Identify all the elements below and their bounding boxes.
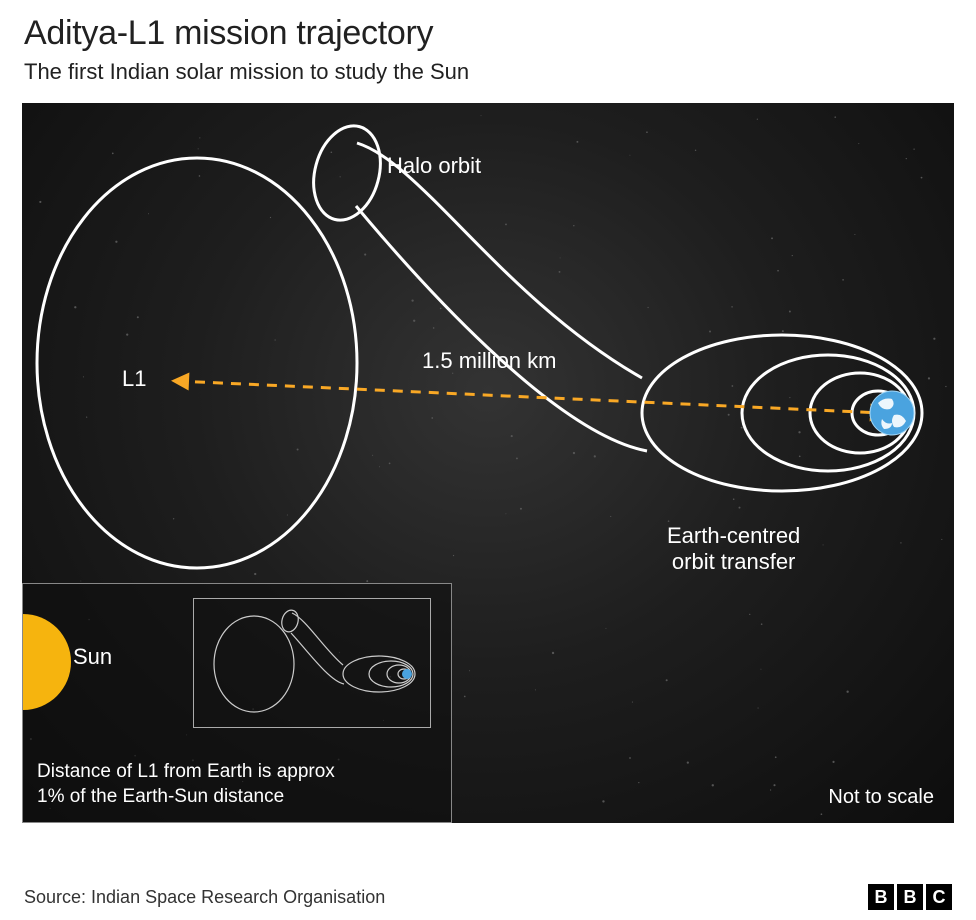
sun-label: Sun (73, 644, 112, 670)
inset-panel: Sun Distance of L1 from Earth is approx … (22, 583, 452, 823)
distance-label: 1.5 million km (422, 348, 556, 374)
bbc-logo: B B C (868, 884, 952, 910)
halo-orbit-label: Halo orbit (387, 153, 481, 179)
not-to-scale-label: Not to scale (828, 786, 934, 809)
trajectory-diagram: Halo orbit L1 1.5 million km Earth-centr… (22, 103, 954, 823)
inset-caption: Distance of L1 from Earth is approx 1% o… (37, 759, 335, 810)
bbc-c: C (926, 884, 952, 910)
l1-label: L1 (122, 366, 146, 392)
earth-orbit-label: Earth-centred orbit transfer (667, 523, 800, 575)
bbc-b2: B (897, 884, 923, 910)
mini-svg (194, 599, 432, 729)
source-text: Source: Indian Space Research Organisati… (24, 887, 385, 908)
footer: Source: Indian Space Research Organisati… (24, 884, 952, 910)
page-subtitle: The first Indian solar mission to study … (24, 59, 952, 85)
bbc-b1: B (868, 884, 894, 910)
inset-focus-box (193, 598, 431, 728)
page-title: Aditya-L1 mission trajectory (24, 14, 952, 53)
header: Aditya-L1 mission trajectory The first I… (0, 0, 976, 93)
